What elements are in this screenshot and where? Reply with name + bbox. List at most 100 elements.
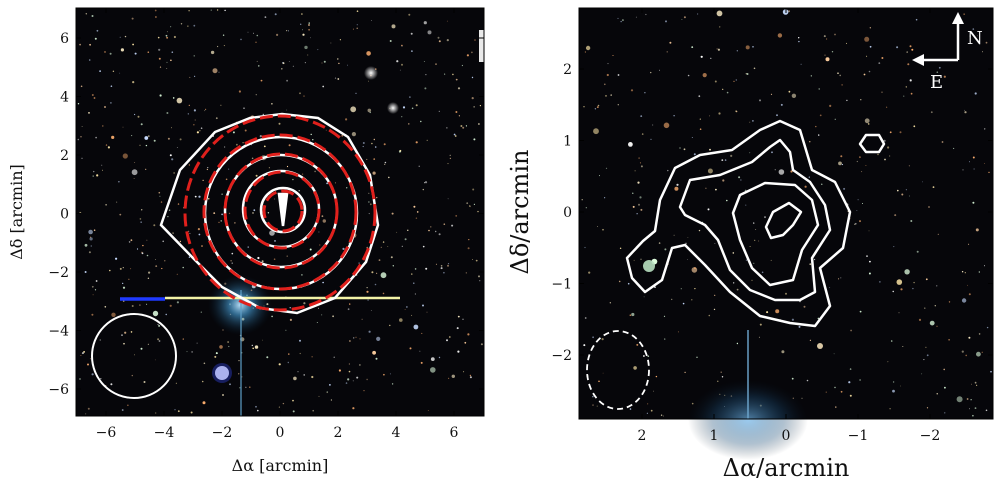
background-star <box>864 118 870 124</box>
background-star <box>158 340 161 342</box>
background-star <box>133 178 135 179</box>
background-star <box>243 107 245 109</box>
background-star <box>369 111 371 114</box>
background-star <box>124 35 127 38</box>
x-tick-label: 2 <box>334 425 343 441</box>
background-star <box>605 167 608 169</box>
background-star <box>310 37 311 39</box>
background-star <box>359 364 361 366</box>
background-star <box>319 244 321 246</box>
background-star <box>176 97 183 104</box>
background-star <box>788 90 791 93</box>
background-star <box>809 263 812 266</box>
background-star <box>833 353 835 355</box>
background-star <box>912 287 914 290</box>
background-star <box>975 228 979 232</box>
background-star <box>318 395 320 397</box>
background-star <box>468 239 470 241</box>
background-star <box>420 120 422 123</box>
right-panel: N E 2 1 0 −1 −2 2 1 0 −1 −2 Δα/arcmin Δδ/arcmin <box>506 7 994 482</box>
background-star <box>218 221 220 224</box>
right-beam-ellipse <box>586 330 650 410</box>
y-tick-label: 2 <box>563 62 572 78</box>
background-star <box>105 144 108 146</box>
background-star <box>130 268 132 270</box>
background-star <box>301 274 303 276</box>
background-star <box>321 215 324 218</box>
background-star <box>841 84 843 86</box>
background-star <box>271 315 273 318</box>
background-star <box>984 265 985 267</box>
y-tick-label: 2 <box>60 148 69 164</box>
background-star <box>667 169 669 172</box>
background-star <box>921 373 923 375</box>
background-star <box>171 51 174 53</box>
background-star <box>358 262 360 264</box>
background-star <box>479 105 481 107</box>
background-star <box>473 106 475 108</box>
background-star <box>469 374 472 377</box>
background-star <box>899 131 902 134</box>
background-star <box>141 252 144 255</box>
background-star <box>255 41 257 43</box>
background-star <box>458 115 460 117</box>
background-star <box>901 193 904 196</box>
background-star <box>371 271 374 274</box>
background-star <box>242 142 244 144</box>
background-star <box>179 240 182 243</box>
background-star <box>367 299 369 301</box>
background-star <box>314 170 316 173</box>
background-star <box>263 145 266 148</box>
background-star <box>287 361 289 364</box>
background-star <box>202 179 204 181</box>
background-star <box>414 293 416 295</box>
background-star <box>158 324 161 327</box>
background-star <box>162 240 164 243</box>
background-star <box>640 165 643 168</box>
background-star <box>705 187 707 189</box>
background-star <box>191 351 193 353</box>
background-star <box>798 325 801 328</box>
background-star <box>227 341 229 343</box>
background-star <box>809 141 811 143</box>
background-star <box>274 240 276 242</box>
background-star <box>122 153 128 159</box>
background-star <box>829 287 831 288</box>
background-star <box>451 224 454 227</box>
background-star <box>407 229 409 231</box>
background-star <box>189 76 191 78</box>
background-star <box>389 324 391 327</box>
background-star <box>342 247 345 250</box>
background-star <box>88 229 93 235</box>
background-star <box>396 60 399 63</box>
background-star <box>884 158 886 161</box>
background-star <box>157 338 160 341</box>
background-star <box>384 163 386 165</box>
background-star <box>131 169 138 176</box>
background-star <box>948 339 950 341</box>
x-tick-label: −2 <box>920 428 941 444</box>
background-star <box>139 144 141 146</box>
background-star <box>937 233 939 235</box>
background-star <box>740 179 742 181</box>
background-star <box>401 245 403 247</box>
background-star <box>636 343 639 346</box>
background-star <box>758 336 760 338</box>
background-star <box>222 34 225 36</box>
background-star <box>446 20 448 22</box>
background-star <box>81 352 84 355</box>
background-star <box>722 179 725 182</box>
background-star <box>215 352 218 355</box>
background-star <box>81 126 83 127</box>
background-star <box>401 63 403 66</box>
background-star <box>166 68 168 69</box>
background-star <box>169 304 172 307</box>
background-star <box>131 305 134 307</box>
background-star <box>109 52 112 55</box>
background-star <box>212 68 218 74</box>
background-star <box>144 136 149 140</box>
background-star <box>101 164 103 166</box>
background-star <box>964 111 967 114</box>
background-star <box>390 256 393 259</box>
background-star <box>238 373 240 375</box>
